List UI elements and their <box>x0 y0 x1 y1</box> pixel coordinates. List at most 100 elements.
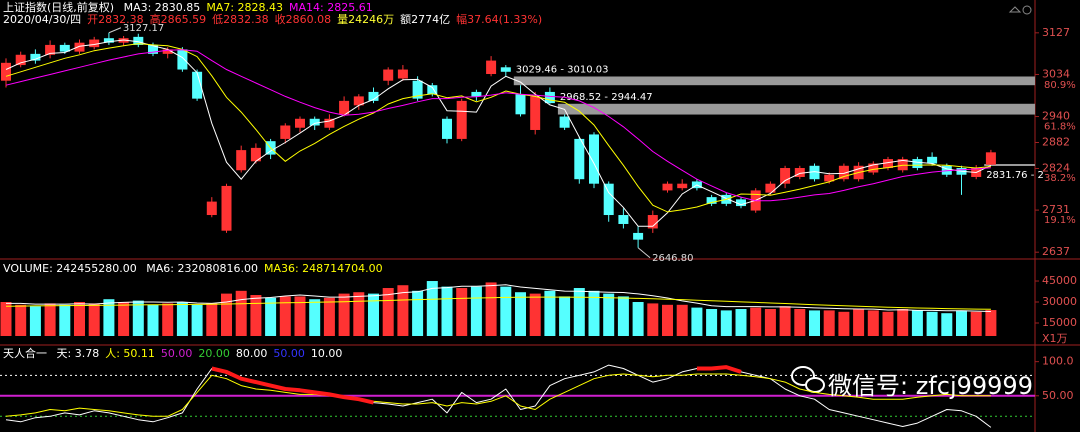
volume-bar <box>221 293 232 336</box>
volume-bar <box>853 309 865 336</box>
candle-body <box>662 183 673 191</box>
candle-body <box>603 183 614 216</box>
candle-body <box>471 91 482 97</box>
annotation-leader <box>108 27 122 34</box>
candle-body <box>309 118 320 126</box>
volume-bar <box>118 302 130 336</box>
candle-body <box>618 215 629 224</box>
y-tick-label: 45000 <box>1042 274 1077 287</box>
y-tick-label: 2731 <box>1042 203 1070 216</box>
fib-label: 80.9% <box>1044 80 1076 91</box>
volume-bar <box>720 310 732 336</box>
candle-body <box>221 185 232 231</box>
legend-entry: MA6: 232080816.00 <box>146 262 258 275</box>
volume-bar <box>250 295 262 336</box>
volume-bar <box>235 290 247 336</box>
candle-body <box>736 199 746 207</box>
volume-bar <box>44 303 56 336</box>
candle-body <box>236 150 247 171</box>
parameter: 10.00 <box>310 347 343 360</box>
volume-header: VOLUME: 242455280.00 MA6: 232080816.00 MA… <box>3 263 389 275</box>
volume-bar <box>191 304 203 336</box>
candle-body <box>324 118 335 128</box>
volume-bar <box>15 304 27 336</box>
quote-field: 2020/04/30/四 <box>3 13 82 26</box>
volume-bar <box>691 307 703 336</box>
candle-body <box>59 44 70 52</box>
volume-bar <box>764 309 776 336</box>
candle-body <box>368 91 379 101</box>
candle-body <box>148 44 158 54</box>
candle-body <box>456 100 467 139</box>
legend-entry: 人: 50.11 <box>105 347 155 360</box>
ma-line <box>5 39 992 227</box>
indicator-header: 天人合一 天: 3.78 人: 50.11 50.00 20.00 80.00 50.00… <box>3 348 348 360</box>
candle-body <box>706 197 717 204</box>
close-icon[interactable] <box>1022 5 1032 15</box>
volume-bar <box>441 286 453 336</box>
candle-body <box>206 201 217 216</box>
candle-body <box>794 168 805 177</box>
volume-bar <box>323 297 335 336</box>
annotation-label: 3127.17 <box>123 23 164 34</box>
candle-body <box>45 44 56 55</box>
indicator-line <box>5 373 991 417</box>
candle-body <box>30 53 41 61</box>
ma-line <box>5 49 991 202</box>
candle-body <box>824 174 835 182</box>
candle-body <box>500 67 511 72</box>
volume-bar <box>603 293 615 336</box>
main-header: 上证指数(日线,前复权) MA3: 2830.85 MA7: 2828.43 MA1… <box>3 2 379 14</box>
volume-bar <box>29 306 41 336</box>
y-tick-label: 2940 <box>1042 110 1070 123</box>
unit-label: X1万 <box>1042 332 1068 345</box>
y-tick-label: 100.0 <box>1042 355 1074 368</box>
panel-toggle-icon[interactable] <box>1008 6 1022 13</box>
candle-body <box>427 85 438 95</box>
candle-body <box>1 62 11 81</box>
legend-entry: MA3: 2830.85 <box>123 1 201 14</box>
fib-label: 19.1% <box>1044 215 1076 226</box>
y-tick-label: 2824 <box>1042 161 1070 174</box>
gap-zone <box>557 103 1035 115</box>
volume-bar <box>338 293 350 336</box>
volume-bar <box>911 310 923 336</box>
parameter: 80.00 <box>235 347 268 360</box>
volume-bar <box>103 299 115 336</box>
volume-bar <box>882 311 894 336</box>
chart-title: 上证指数(日线,前复权) <box>3 1 115 14</box>
quote-info: 2020/04/30/四 开2832.38 高2865.59 低2832.38 收286… <box>3 14 548 26</box>
candle-body <box>74 42 85 52</box>
volume-bar <box>279 296 291 336</box>
volume-bar <box>544 290 556 336</box>
volume-bar <box>88 303 100 336</box>
volume-bar <box>485 282 497 336</box>
quote-field: 量24246万 <box>337 13 395 26</box>
candle-body <box>927 156 938 164</box>
volume-bar <box>897 309 909 336</box>
y-tick-label: 15000 <box>1042 316 1077 329</box>
gap-zone <box>513 76 1035 86</box>
candle-body <box>162 49 173 54</box>
volume-bar <box>0 302 12 336</box>
volume-bar <box>470 286 482 336</box>
volume-bar <box>74 302 85 336</box>
candle-body <box>339 100 350 115</box>
candle-body <box>295 118 305 128</box>
candle-body <box>530 96 541 130</box>
volume-bar <box>838 311 850 336</box>
legend-entry: MA36: 248714704.00 <box>263 262 383 275</box>
fib-label: 61.8% <box>1044 122 1076 133</box>
gap-label: 3029.46 - 3010.03 <box>516 64 609 75</box>
candle-body <box>868 163 879 173</box>
parameter: 50.00 <box>273 347 305 360</box>
volume-bar <box>573 288 585 336</box>
annotation-label: 2646.80 <box>652 253 693 264</box>
candle-body <box>589 134 599 184</box>
volume-bar <box>676 304 688 336</box>
y-tick-label: 30000 <box>1042 295 1077 308</box>
candle-body <box>353 96 364 106</box>
volume-bar <box>985 310 997 336</box>
quote-field: 低2832.38 <box>212 13 269 26</box>
